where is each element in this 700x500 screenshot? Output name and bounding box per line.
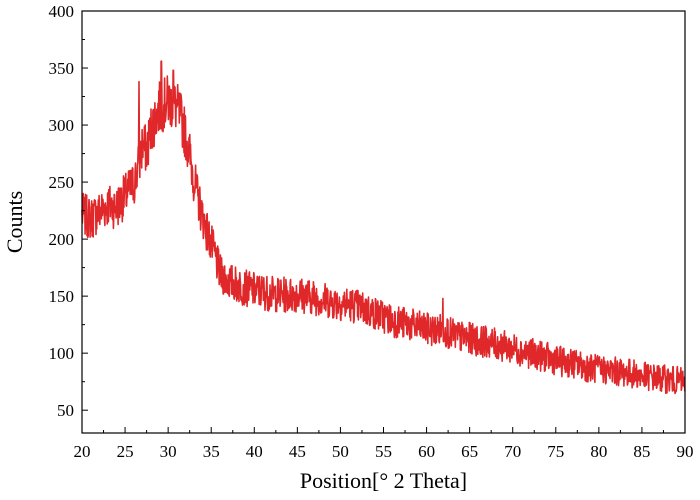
x-tick-label: 85: [633, 442, 650, 461]
x-tick-label: 90: [677, 442, 694, 461]
x-tick-label: 80: [590, 442, 607, 461]
x-tick-label: 50: [332, 442, 349, 461]
x-tick-label: 60: [418, 442, 435, 461]
x-tick-label: 40: [246, 442, 263, 461]
y-tick-label: 250: [49, 173, 75, 192]
series-layer: [81, 60, 686, 395]
y-tick-label: 200: [49, 230, 75, 249]
y-tick-label: 400: [49, 2, 75, 21]
x-axis-title: Position[° 2 Theta]: [300, 468, 467, 493]
y-tick-label: 350: [49, 59, 75, 78]
x-tick-label: 45: [289, 442, 306, 461]
y-tick-label: 150: [49, 287, 75, 306]
x-tick-label: 70: [504, 442, 521, 461]
x-axis: 20 25 30 35 40 45 50 55 60 65 70 75 80 85 90: [74, 427, 694, 461]
x-tick-label: 75: [547, 442, 564, 461]
x-tick-label: 20: [74, 442, 91, 461]
y-tick-label: 50: [57, 401, 74, 420]
x-tick-label: 25: [117, 442, 134, 461]
x-tick-label: 55: [375, 442, 392, 461]
series-line: [81, 60, 686, 395]
y-tick-label: 300: [49, 116, 75, 135]
x-tick-label: 30: [160, 442, 177, 461]
y-axis: 50 100 150 200 250 300 350 400: [49, 2, 88, 420]
y-axis-title: Counts: [2, 191, 27, 253]
y-tick-label: 100: [49, 344, 75, 363]
x-tick-label: 65: [461, 442, 478, 461]
x-tick-label: 35: [203, 442, 220, 461]
